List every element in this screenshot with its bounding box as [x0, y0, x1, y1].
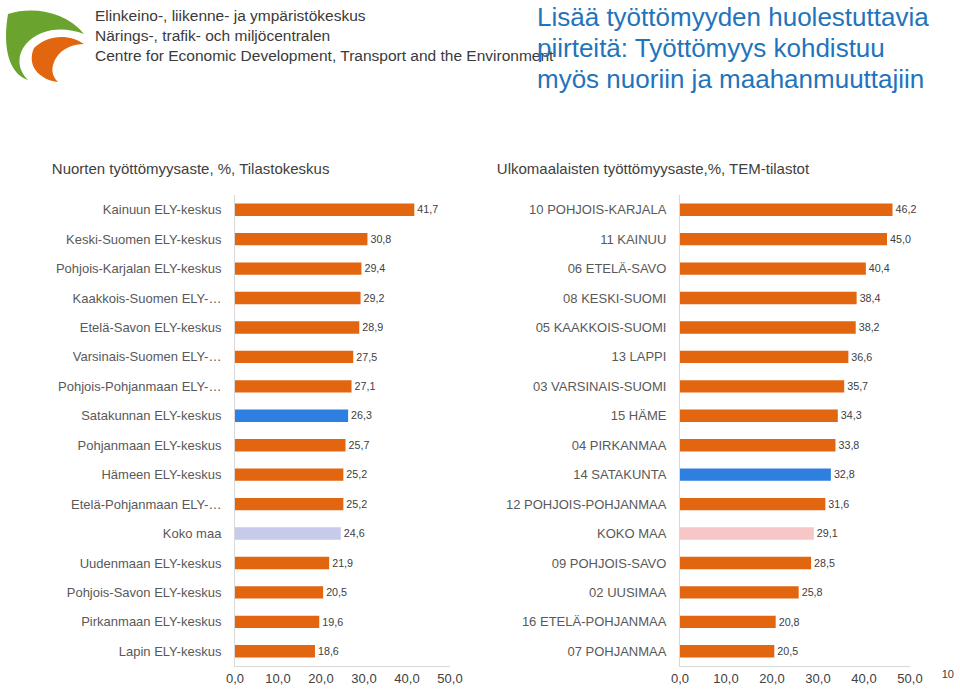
- svg-text:19,6: 19,6: [322, 616, 343, 628]
- html-text:Närings-, trafik- och miljöcen: Närings-, trafik- och miljöcentralen: [95, 27, 331, 44]
- svg-text:Satakunnan ELY-keskus: Satakunnan ELY-keskus: [81, 408, 222, 423]
- svg-text:50,0: 50,0: [437, 671, 462, 686]
- svg-text:09 POHJOIS-SAVO: 09 POHJOIS-SAVO: [552, 556, 667, 571]
- svg-text:29,1: 29,1: [817, 527, 838, 539]
- svg-text:30,0: 30,0: [351, 671, 376, 686]
- svg-text:32,8: 32,8: [834, 468, 855, 480]
- svg-text:24,6: 24,6: [344, 527, 365, 539]
- svg-text:Nuorten työttömyysaste, %, Til: Nuorten työttömyysaste, %, Tilastokeskus: [52, 160, 330, 177]
- svg-text:KOKO MAA: KOKO MAA: [597, 526, 667, 541]
- svg-text:10,0: 10,0: [713, 671, 738, 686]
- svg-text:26,3: 26,3: [351, 409, 372, 421]
- svg-text:25,2: 25,2: [346, 498, 367, 510]
- svg-text:28,9: 28,9: [362, 321, 383, 333]
- svg-text:0,0: 0,0: [671, 671, 689, 686]
- svg-text:29,4: 29,4: [364, 262, 385, 274]
- svg-text:41,7: 41,7: [417, 203, 438, 215]
- svg-text:20,0: 20,0: [759, 671, 784, 686]
- svg-text:40,0: 40,0: [851, 671, 876, 686]
- svg-text:18,6: 18,6: [318, 645, 339, 657]
- svg-text:14 SATAKUNTA: 14 SATAKUNTA: [573, 467, 667, 482]
- svg-text:Kainuun ELY-keskus: Kainuun ELY-keskus: [103, 202, 222, 217]
- svg-text:20,8: 20,8: [779, 616, 800, 628]
- html-text:Elinkeino-, liikenne- ja ympär: Elinkeino-, liikenne- ja ympäristökeskus: [95, 7, 366, 24]
- svg-text:Uudenmaan ELY-keskus: Uudenmaan ELY-keskus: [80, 556, 222, 571]
- svg-text:Lapin ELY-keskus: Lapin ELY-keskus: [119, 644, 222, 659]
- svg-text:Pohjois-Savon ELY-keskus: Pohjois-Savon ELY-keskus: [67, 585, 222, 600]
- svg-text:27,5: 27,5: [356, 351, 377, 363]
- svg-text:Varsinais-Suomen ELY-…: Varsinais-Suomen ELY-…: [73, 349, 222, 364]
- svg-text:11 KAINUU: 11 KAINUU: [600, 232, 666, 247]
- svg-text:05 KAAKKOIS-SUOMI: 05 KAAKKOIS-SUOMI: [536, 320, 667, 335]
- svg-text:Pirkanmaan ELY-keskus: Pirkanmaan ELY-keskus: [81, 614, 222, 629]
- svg-text:20,0: 20,0: [308, 671, 333, 686]
- svg-text:36,6: 36,6: [851, 351, 872, 363]
- svg-text:Kaakkois-Suomen ELY-…: Kaakkois-Suomen ELY-…: [73, 291, 222, 306]
- svg-text:Etelä-Savon ELY-keskus: Etelä-Savon ELY-keskus: [80, 320, 222, 335]
- svg-text:35,7: 35,7: [847, 380, 868, 392]
- svg-text:50,0: 50,0: [897, 671, 922, 686]
- svg-text:12 POHJOIS-POHJANMAA: 12 POHJOIS-POHJANMAA: [506, 497, 667, 512]
- svg-text:16 ETELÄ-POHJANMAA: 16 ETELÄ-POHJANMAA: [522, 614, 667, 629]
- svg-text:04 PIRKANMAA: 04 PIRKANMAA: [572, 438, 667, 453]
- svg-text:06 ETELÄ-SAVO: 06 ETELÄ-SAVO: [568, 261, 667, 276]
- html-text:piirteitä: Työttömyys kohdistu: piirteitä: Työttömyys kohdistuu: [537, 33, 885, 63]
- svg-text:07 POHJANMAA: 07 POHJANMAA: [567, 644, 666, 659]
- svg-text:20,5: 20,5: [777, 645, 798, 657]
- svg-text:28,5: 28,5: [814, 557, 835, 569]
- svg-text:34,3: 34,3: [841, 409, 862, 421]
- svg-text:02 UUSIMAA: 02 UUSIMAA: [589, 585, 667, 600]
- svg-text:15 HÄME: 15 HÄME: [611, 408, 667, 423]
- svg-text:21,9: 21,9: [332, 557, 353, 569]
- svg-text:31,6: 31,6: [828, 498, 849, 510]
- svg-text:13 LAPPI: 13 LAPPI: [611, 349, 666, 364]
- svg-text:40,0: 40,0: [394, 671, 419, 686]
- svg-text:33,8: 33,8: [838, 439, 859, 451]
- svg-text:25,2: 25,2: [346, 468, 367, 480]
- svg-text:Etelä-Pohjanmaan ELY-…: Etelä-Pohjanmaan ELY-…: [71, 497, 221, 512]
- svg-text:10,0: 10,0: [265, 671, 290, 686]
- svg-text:10 POHJOIS-KARJALA: 10 POHJOIS-KARJALA: [529, 202, 667, 217]
- html-text:Lisää työttömyyden huolestutta: Lisää työttömyyden huolestuttavia: [537, 2, 929, 32]
- svg-text:0,0: 0,0: [226, 671, 244, 686]
- html-text:myös nuoriin ja maahanmuuttaji: myös nuoriin ja maahanmuuttajiin: [537, 64, 925, 94]
- svg-text:Koko maa: Koko maa: [163, 526, 222, 541]
- svg-text:30,0: 30,0: [805, 671, 830, 686]
- svg-text:29,2: 29,2: [364, 292, 385, 304]
- svg-text:Hämeen ELY-keskus: Hämeen ELY-keskus: [101, 467, 221, 482]
- svg-text:Ulkomaalaisten työttömyysaste,: Ulkomaalaisten työttömyysaste,%, TEM-til…: [497, 160, 810, 177]
- svg-text:30,8: 30,8: [370, 233, 391, 245]
- svg-text:38,2: 38,2: [859, 321, 880, 333]
- svg-text:03 VARSINAIS-SUOMI: 03 VARSINAIS-SUOMI: [533, 379, 666, 394]
- svg-text:Pohjanmaan ELY-keskus: Pohjanmaan ELY-keskus: [78, 438, 222, 453]
- svg-text:46,2: 46,2: [896, 203, 917, 215]
- svg-text:Pohjois-Pohjanmaan ELY-…: Pohjois-Pohjanmaan ELY-…: [58, 379, 221, 394]
- svg-text:25,7: 25,7: [349, 439, 370, 451]
- svg-text:38,4: 38,4: [860, 292, 881, 304]
- svg-text:25,8: 25,8: [802, 586, 823, 598]
- svg-text:Keski-Suomen ELY-keskus: Keski-Suomen ELY-keskus: [66, 232, 222, 247]
- svg-text:40,4: 40,4: [869, 262, 890, 274]
- svg-text:27,1: 27,1: [355, 380, 376, 392]
- html-text:10: 10: [941, 668, 954, 680]
- svg-text:20,5: 20,5: [326, 586, 347, 598]
- svg-text:Pohjois-Karjalan ELY-keskus: Pohjois-Karjalan ELY-keskus: [56, 261, 222, 276]
- svg-text:08 KESKI-SUOMI: 08 KESKI-SUOMI: [563, 291, 666, 306]
- html-text:Centre for Economic Developmen: Centre for Economic Development, Transpo…: [95, 47, 554, 64]
- svg-text:45,0: 45,0: [890, 233, 911, 245]
